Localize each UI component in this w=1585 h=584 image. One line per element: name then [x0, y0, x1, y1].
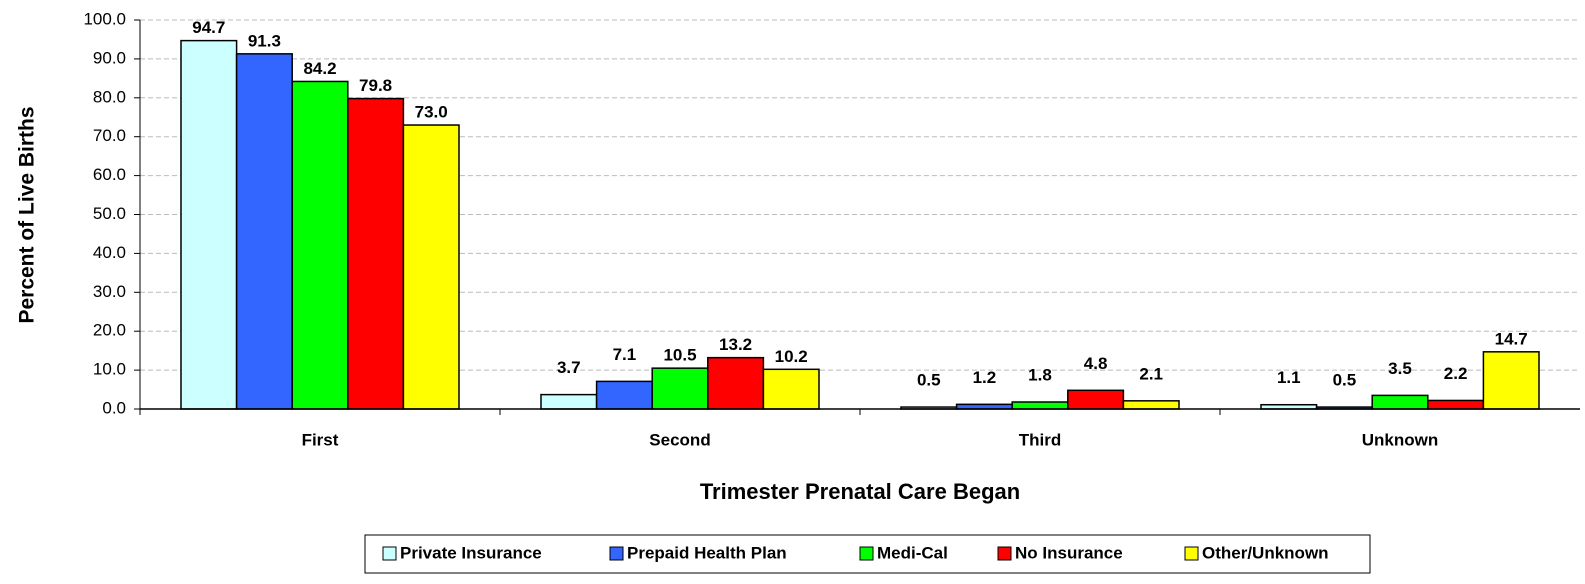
y-axis-title: Percent of Live Births — [16, 106, 39, 323]
legend-label: Other/Unknown — [1202, 543, 1329, 562]
y-tick-label: 40.0 — [93, 243, 126, 262]
legend-label: Medi-Cal — [877, 543, 948, 562]
bar — [651, 367, 709, 410]
x-tick-label: Third — [1019, 430, 1062, 449]
bar — [291, 80, 349, 410]
data-label: 84.2 — [303, 59, 336, 78]
y-tick-label: 60.0 — [93, 165, 126, 184]
bar — [707, 356, 765, 410]
x-tick-label: Unknown — [1362, 430, 1439, 449]
y-tick-label: 100.0 — [83, 9, 126, 28]
data-label: 1.8 — [1028, 365, 1052, 384]
bar — [235, 53, 293, 410]
legend-swatch — [609, 546, 624, 561]
x-axis-title: Trimester Prenatal Care Began — [700, 479, 1020, 504]
data-label: 79.8 — [359, 76, 392, 95]
data-label: 94.7 — [192, 18, 225, 37]
data-label: 0.5 — [917, 371, 941, 390]
data-label: 10.5 — [663, 346, 696, 365]
bar — [180, 39, 238, 410]
legend-label: Prepaid Health Plan — [627, 543, 787, 562]
x-tick-label: First — [302, 430, 339, 449]
legend-swatch — [997, 546, 1012, 561]
bar — [1122, 400, 1180, 410]
legend-label: No Insurance — [1015, 543, 1123, 562]
bar — [402, 124, 460, 410]
data-label: 73.0 — [415, 103, 448, 122]
y-tick-label: 80.0 — [93, 87, 126, 106]
data-label: 91.3 — [248, 31, 281, 50]
bar — [1011, 401, 1069, 410]
legend-swatch — [1184, 546, 1199, 561]
x-tick-label: Second — [649, 430, 710, 449]
bar — [347, 97, 405, 410]
data-label: 7.1 — [613, 345, 637, 364]
data-label: 2.1 — [1139, 364, 1163, 383]
data-label: 3.7 — [557, 358, 581, 377]
data-label: 10.2 — [775, 347, 808, 366]
data-label: 4.8 — [1084, 354, 1108, 373]
data-label: 2.2 — [1444, 364, 1468, 383]
data-label: 0.5 — [1333, 371, 1357, 390]
bar — [1482, 351, 1540, 410]
bar — [1067, 389, 1125, 410]
bar — [1371, 394, 1429, 410]
y-tick-label: 10.0 — [93, 360, 126, 379]
y-tick-label: 90.0 — [93, 48, 126, 67]
bar — [762, 368, 820, 410]
y-tick-label: 20.0 — [93, 321, 126, 340]
y-tick-label: 70.0 — [93, 126, 126, 145]
bar — [1427, 399, 1485, 410]
legend-swatch — [382, 546, 397, 561]
legend-label: Private Insurance — [400, 543, 542, 562]
y-tick-label: 0.0 — [102, 398, 126, 417]
data-label: 3.5 — [1388, 359, 1412, 378]
y-tick-label: 50.0 — [93, 204, 126, 223]
bar — [540, 393, 598, 410]
data-label: 1.1 — [1277, 368, 1301, 387]
data-label: 13.2 — [719, 335, 752, 354]
data-label: 14.7 — [1495, 329, 1528, 348]
bar — [595, 380, 653, 410]
legend-swatch — [859, 546, 874, 561]
data-label: 1.2 — [973, 368, 997, 387]
y-tick-label: 30.0 — [93, 282, 126, 301]
